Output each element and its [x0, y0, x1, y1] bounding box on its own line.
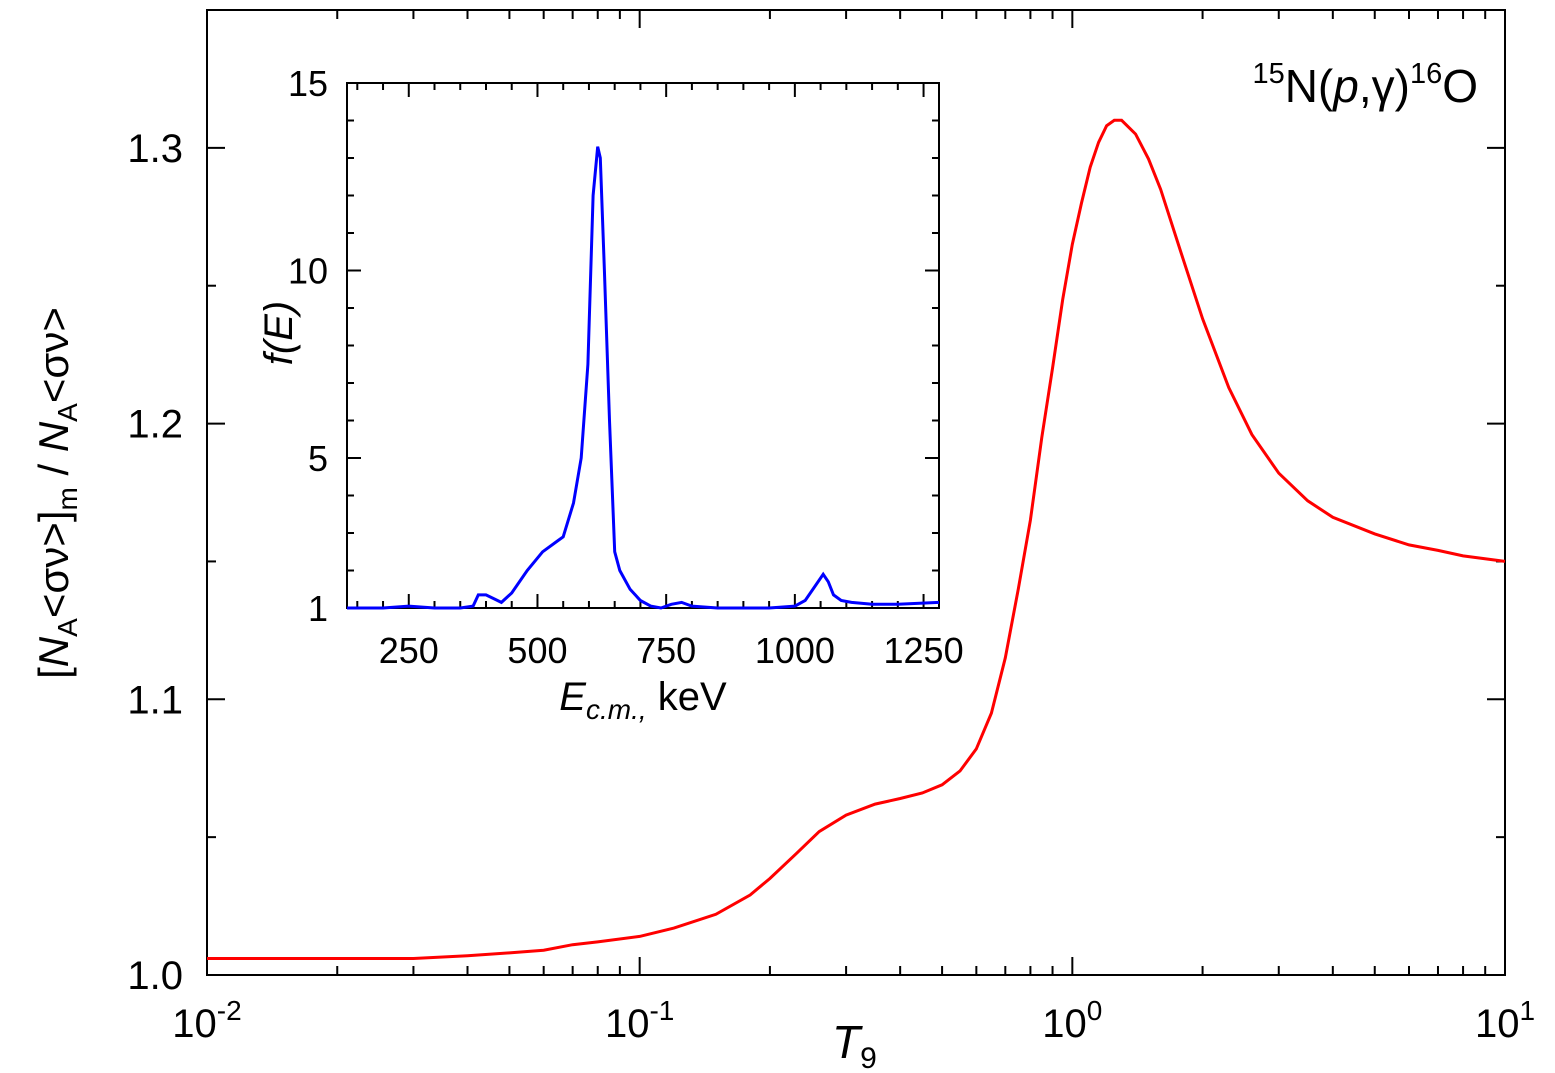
reaction-sep: ,: [1359, 60, 1372, 112]
y-label-sv2: <σν>: [30, 307, 77, 403]
inset-x-tick-label: 250: [379, 630, 439, 671]
main-y-tick-label: 1.0: [127, 954, 183, 998]
inset-x-axis-label: Ec.m., keV: [559, 675, 727, 725]
main-ticks: [206, 9, 1505, 976]
inset-x-tick-label: 1250: [884, 630, 964, 671]
reaction-prefix-sup: 15: [1252, 58, 1284, 90]
main-y-tick-label: 1.3: [127, 127, 183, 171]
y-label-A2: A: [52, 403, 83, 422]
main-x-tick-label: 101: [1475, 995, 1535, 1046]
main-y-tick-label: 1.2: [127, 403, 183, 447]
main-series-line: [207, 118, 1506, 960]
inset-background: [347, 83, 939, 608]
y-label-open: [: [30, 667, 77, 679]
y-label-div: /: [30, 452, 77, 487]
inset-x-label-sub: c.m.,: [586, 694, 647, 725]
reaction-close: ): [1395, 60, 1410, 112]
main-x-tick-label: 100: [1042, 995, 1102, 1046]
y-label-sv1: <σν>]: [30, 511, 77, 619]
reaction-suffix-sup: 16: [1410, 58, 1442, 90]
main-y-tick-label: 1.1: [127, 678, 183, 722]
inset-series-line: [347, 146, 940, 610]
inset-y-tick-label: 5: [308, 438, 328, 479]
reaction-product: O: [1442, 60, 1478, 112]
inset-x-tick-label: 500: [507, 630, 567, 671]
y-label-A1: A: [52, 618, 83, 637]
x-label-T: T: [832, 1016, 863, 1068]
reaction-annotation: 15N(p,γ)16O: [1252, 58, 1478, 112]
main-y-axis-label: [NA<σν>]m / NA<σν>: [30, 307, 83, 679]
main-x-tick-label: 10-1: [605, 995, 674, 1046]
inset-y-tick-label: 1: [308, 588, 328, 629]
y-label-N2: N: [30, 421, 77, 452]
inset-x-label-unit: keV: [647, 675, 727, 719]
y-label-m: m: [52, 487, 83, 510]
x-label-sub: 9: [860, 1042, 877, 1073]
main-plot-frame: [206, 9, 1506, 976]
inset-y-axis-label: f(E): [257, 301, 301, 365]
inset-ticks: [347, 82, 939, 609]
inset-y-tick-label: 10: [288, 251, 328, 292]
inset-x-label-E: E: [559, 675, 587, 719]
main-x-axis-label: T9: [832, 1016, 877, 1073]
inset-x-tick-label: 750: [636, 630, 696, 671]
inset-y-tick-label: 15: [288, 63, 328, 104]
y-label-N1: N: [30, 636, 77, 667]
reaction-nucleus: N(: [1285, 60, 1334, 112]
reaction-gamma: γ: [1372, 60, 1395, 112]
main-x-tick-label: 10-2: [172, 995, 241, 1046]
inset-x-tick-label: 1000: [755, 630, 835, 671]
reaction-p: p: [1331, 60, 1359, 112]
